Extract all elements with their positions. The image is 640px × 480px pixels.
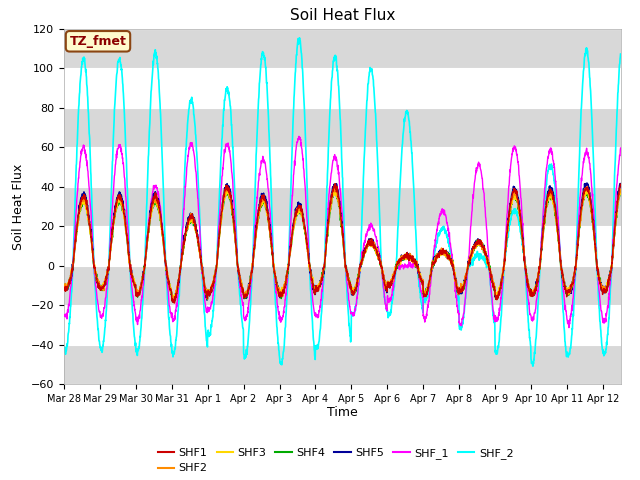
SHF5	[346, 280, 353, 286]
SHF_2	[426, 281, 433, 287]
SHF_1	[598, 308, 605, 314]
SHF3	[582, 186, 590, 192]
SHF_1	[93, 291, 100, 297]
Line: SHF_1: SHF_1	[64, 136, 621, 328]
Line: SHF2: SHF2	[64, 186, 621, 303]
SHF_1	[531, 308, 539, 313]
SHF_2	[60, 345, 68, 351]
Title: Soil Heat Flux: Soil Heat Flux	[290, 9, 395, 24]
SHF1	[532, 286, 540, 292]
SHF3	[598, 284, 605, 290]
SHF3	[531, 287, 539, 292]
SHF_1	[617, 145, 625, 151]
Legend: SHF1, SHF2, SHF3, SHF4, SHF5, SHF_1, SHF_2: SHF1, SHF2, SHF3, SHF4, SHF5, SHF_1, SHF…	[153, 444, 518, 478]
SHF3	[346, 278, 353, 284]
SHF2	[346, 280, 353, 286]
SHF5	[582, 180, 590, 186]
Line: SHF5: SHF5	[64, 183, 621, 302]
Line: SHF_2: SHF_2	[64, 38, 621, 366]
SHF2	[409, 260, 417, 265]
X-axis label: Time: Time	[327, 407, 358, 420]
SHF3	[409, 253, 417, 259]
SHF5	[93, 276, 100, 282]
SHF_1	[295, 133, 303, 139]
SHF_2	[93, 311, 100, 316]
Bar	[64, 187, 621, 226]
SHF3	[426, 278, 433, 284]
SHF5	[409, 253, 417, 259]
SHF2	[93, 275, 100, 280]
SHF3	[170, 298, 178, 304]
SHF4	[617, 188, 625, 194]
SHF1	[409, 259, 417, 264]
SHF1	[598, 288, 605, 293]
SHF_2	[529, 363, 537, 369]
SHF4	[346, 283, 353, 288]
SHF5	[598, 288, 605, 293]
SHF1	[60, 284, 68, 290]
SHF2	[170, 300, 178, 306]
SHF1	[346, 279, 354, 285]
SHF4	[409, 257, 417, 263]
SHF4	[582, 185, 590, 191]
SHF4	[170, 299, 178, 305]
SHF1	[617, 181, 625, 187]
SHF_2	[532, 341, 540, 347]
SHF4	[598, 287, 605, 293]
SHF1	[93, 275, 100, 281]
SHF5	[426, 276, 433, 282]
SHF_1	[60, 312, 68, 318]
SHF3	[60, 286, 68, 291]
Text: TZ_fmet: TZ_fmet	[70, 35, 127, 48]
SHF_2	[409, 166, 417, 171]
SHF5	[617, 182, 625, 188]
SHF_1	[409, 264, 417, 269]
SHF1	[332, 181, 339, 187]
SHF5	[531, 287, 539, 293]
SHF_1	[346, 304, 353, 310]
SHF_2	[598, 340, 605, 346]
SHF2	[426, 275, 433, 281]
SHF2	[598, 284, 605, 290]
Line: SHF1: SHF1	[64, 184, 621, 303]
SHF1	[171, 300, 179, 306]
SHF_1	[565, 325, 573, 331]
Y-axis label: Soil Heat Flux: Soil Heat Flux	[12, 163, 25, 250]
SHF_1	[426, 291, 433, 297]
Bar	[64, 265, 621, 305]
SHF_2	[296, 35, 303, 41]
SHF2	[617, 187, 625, 192]
Line: SHF3: SHF3	[64, 189, 621, 301]
SHF4	[93, 271, 100, 277]
Line: SHF4: SHF4	[64, 188, 621, 302]
SHF_2	[346, 325, 353, 331]
SHF5	[60, 287, 68, 293]
SHF2	[531, 287, 539, 293]
Bar	[64, 108, 621, 147]
SHF2	[60, 285, 68, 290]
SHF2	[584, 183, 591, 189]
SHF_2	[617, 51, 625, 57]
SHF3	[93, 278, 100, 284]
Bar	[64, 345, 621, 384]
Bar	[64, 29, 621, 68]
SHF3	[617, 190, 625, 195]
SHF4	[60, 281, 68, 287]
SHF1	[426, 275, 434, 281]
SHF4	[426, 277, 433, 283]
SHF5	[169, 299, 177, 305]
SHF4	[531, 287, 539, 292]
